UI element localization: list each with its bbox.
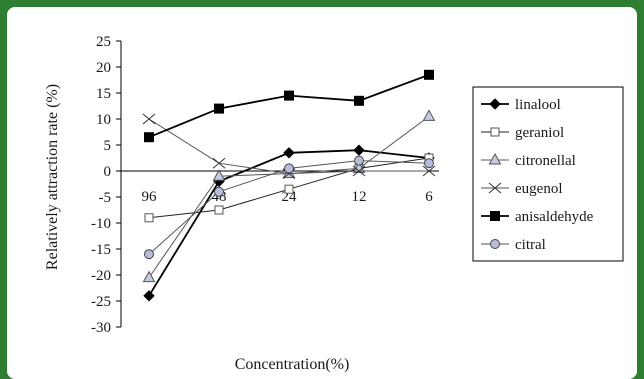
- chart-frame: 25 20 15 10 5 0 -5 -10 -15 -20 -25 -30 96 48 24 12 6 lin…: [7, 7, 637, 379]
- data-point-citral: [144, 249, 154, 260]
- y-tick-label: 0: [104, 164, 112, 180]
- data-point-linalool: [143, 290, 155, 302]
- data-point-citronellal: [422, 109, 436, 121]
- legend-label-citral: citral: [515, 237, 546, 253]
- legend-marker-eugenol: [488, 182, 502, 194]
- legend-label-eugenol: eugenol: [515, 181, 562, 197]
- data-point-eugenol: [142, 113, 156, 125]
- legend-marker-citral: [490, 239, 500, 249]
- data-point-linalool: [283, 147, 295, 159]
- data-point-anisaldehyde: [354, 95, 364, 106]
- data-point-geraniol: [284, 184, 294, 194]
- legend-marker-geraniol: [490, 127, 500, 137]
- y-tick-label: -25: [91, 294, 111, 310]
- y-tick-label: 20: [96, 60, 111, 76]
- data-point-eugenol: [352, 165, 366, 177]
- y-tick-label: -30: [91, 320, 111, 336]
- series-citronellal: [142, 109, 436, 283]
- legend-item-anisaldehyde: anisaldehyde: [481, 209, 594, 225]
- legend-marker-anisaldehyde: [490, 211, 500, 221]
- y-tick-label: 5: [104, 138, 112, 154]
- series-eugenol: [142, 113, 436, 179]
- data-point-eugenol: [212, 157, 226, 169]
- legend-marker-eugenol-stroke: [488, 182, 502, 194]
- y-tick-label: 25: [96, 34, 111, 50]
- legend-item-geraniol: geraniol: [481, 125, 564, 141]
- legend-marker-linalool: [489, 98, 501, 110]
- series-line-anisaldehyde: [148, 73, 430, 139]
- data-point-eugenol-stroke: [212, 157, 226, 169]
- data-point-citronellal: [352, 161, 366, 173]
- data-point-eugenol-stroke: [142, 113, 156, 125]
- y-tick-label: -15: [91, 242, 111, 258]
- data-point-eugenol: [422, 165, 436, 177]
- series-anisaldehyde: [144, 69, 434, 143]
- y-tick-label: -20: [91, 268, 111, 284]
- legend-item-citral: citral: [481, 237, 546, 253]
- x-axis-title: Concentration(%): [235, 356, 350, 373]
- data-point-anisaldehyde: [284, 90, 294, 101]
- data-point-eugenol-stroke: [422, 165, 436, 177]
- data-point-citral: [354, 155, 364, 166]
- y-axis-title: Relatively attraction rate (%): [44, 84, 61, 270]
- data-point-geraniol: [144, 213, 154, 223]
- legend-marker-citronellal: [488, 152, 502, 165]
- data-point-citral: [214, 186, 224, 197]
- data-point-anisaldehyde: [144, 132, 154, 143]
- data-point-eugenol-stroke: [352, 165, 366, 177]
- legend-item-eugenol: eugenol: [481, 181, 562, 197]
- legend-label-geraniol: geraniol: [515, 125, 564, 141]
- legend-label-linalool: linalool: [515, 97, 561, 113]
- data-point-citral: [284, 163, 294, 174]
- data-point-anisaldehyde: [214, 103, 224, 114]
- x-tick-label: 6: [425, 189, 433, 205]
- legend-label-citronellal: citronellal: [515, 153, 576, 169]
- y-tick-label: -10: [91, 216, 111, 232]
- y-tick-label: -5: [99, 190, 112, 206]
- data-point-citronellal: [212, 169, 226, 181]
- y-tick-label: 10: [96, 112, 111, 128]
- series-citral: [144, 155, 434, 260]
- x-tick-label: 96: [142, 189, 158, 205]
- data-point-citronellal: [142, 270, 156, 283]
- legend-item-citronellal: citronellal: [481, 152, 576, 169]
- data-point-linalool: [353, 144, 365, 156]
- data-point-anisaldehyde: [424, 69, 434, 80]
- legend-label-anisaldehyde: anisaldehyde: [515, 209, 594, 225]
- data-point-geraniol: [214, 205, 224, 215]
- legend-item-linalool: linalool: [481, 97, 561, 113]
- data-point-citral: [424, 158, 434, 169]
- y-tick-label: 15: [96, 86, 111, 102]
- x-tick-label: 12: [352, 189, 367, 205]
- legend-box: [472, 86, 624, 262]
